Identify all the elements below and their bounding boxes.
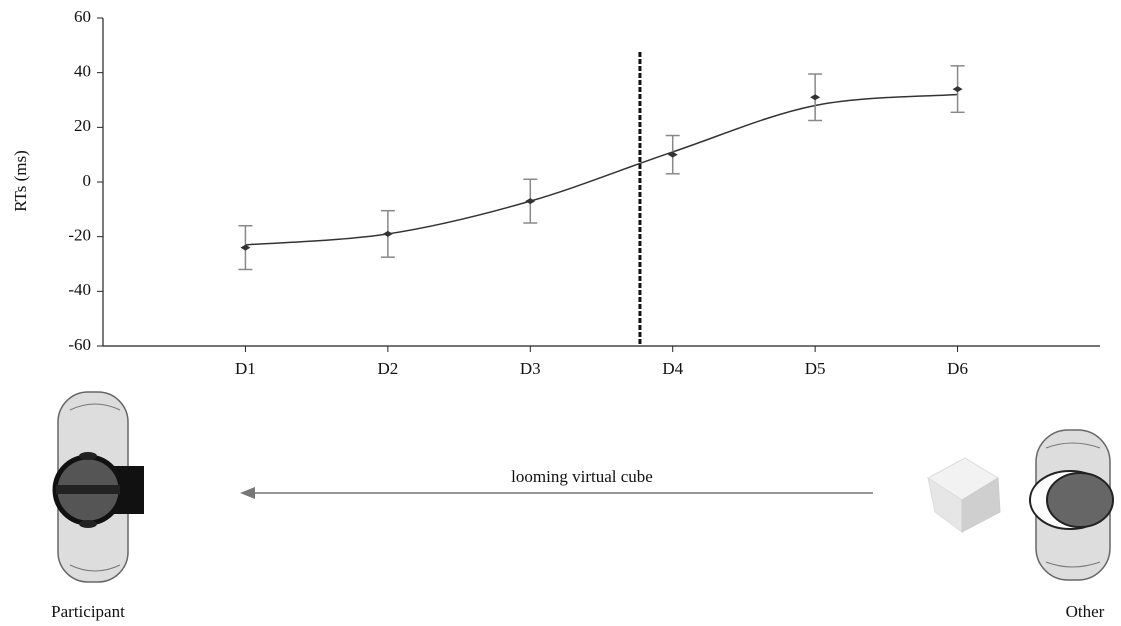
x-tick-label: D4 [662,359,683,378]
cube [928,458,1000,532]
fit-curve [245,95,957,245]
participant-figure [55,392,144,582]
arrow-head [240,487,255,499]
chart: RTs (ms) Participant looming virtual cub… [0,0,1121,626]
data-point [525,198,535,204]
data-point [240,245,250,251]
y-tick-label: -40 [68,280,91,299]
x-tick-label: D6 [947,359,968,378]
data-point [810,94,820,100]
y-tick-label: 20 [74,116,91,135]
other-figure [1030,430,1113,580]
y-tick-label: 60 [74,7,91,26]
data-point [953,86,963,92]
y-axis-label: RTs (ms) [11,150,30,212]
x-tick-label: D2 [377,359,398,378]
other-label: Other [1066,602,1105,621]
data-point [383,231,393,237]
arrow-label: looming virtual cube [511,467,653,486]
y-tick-label: -60 [68,335,91,354]
participant-label: Participant [51,602,125,621]
x-tick-label: D5 [805,359,826,378]
y-tick-label: 0 [83,171,92,190]
y-tick-label: -20 [68,226,91,245]
x-tick-label: D1 [235,359,256,378]
y-tick-label: 40 [74,62,91,81]
x-tick-label: D3 [520,359,541,378]
